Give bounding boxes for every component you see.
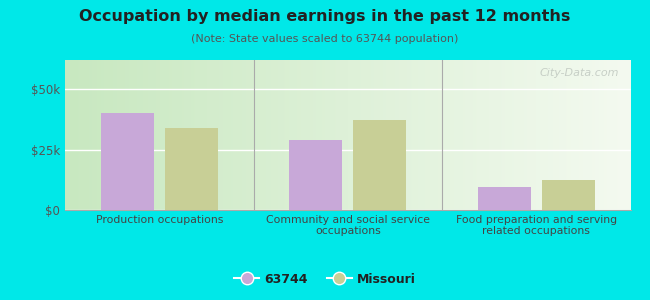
Bar: [478, 187, 530, 210]
Text: City-Data.com: City-Data.com: [540, 68, 619, 77]
Bar: [542, 180, 595, 210]
Text: Occupation by median earnings in the past 12 months: Occupation by median earnings in the pas…: [79, 9, 571, 24]
Bar: [354, 121, 406, 210]
Bar: [101, 113, 153, 210]
Bar: [165, 128, 218, 210]
Bar: [289, 140, 342, 210]
Legend: 63744, Missouri: 63744, Missouri: [229, 268, 421, 291]
Text: (Note: State values scaled to 63744 population): (Note: State values scaled to 63744 popu…: [191, 34, 459, 44]
